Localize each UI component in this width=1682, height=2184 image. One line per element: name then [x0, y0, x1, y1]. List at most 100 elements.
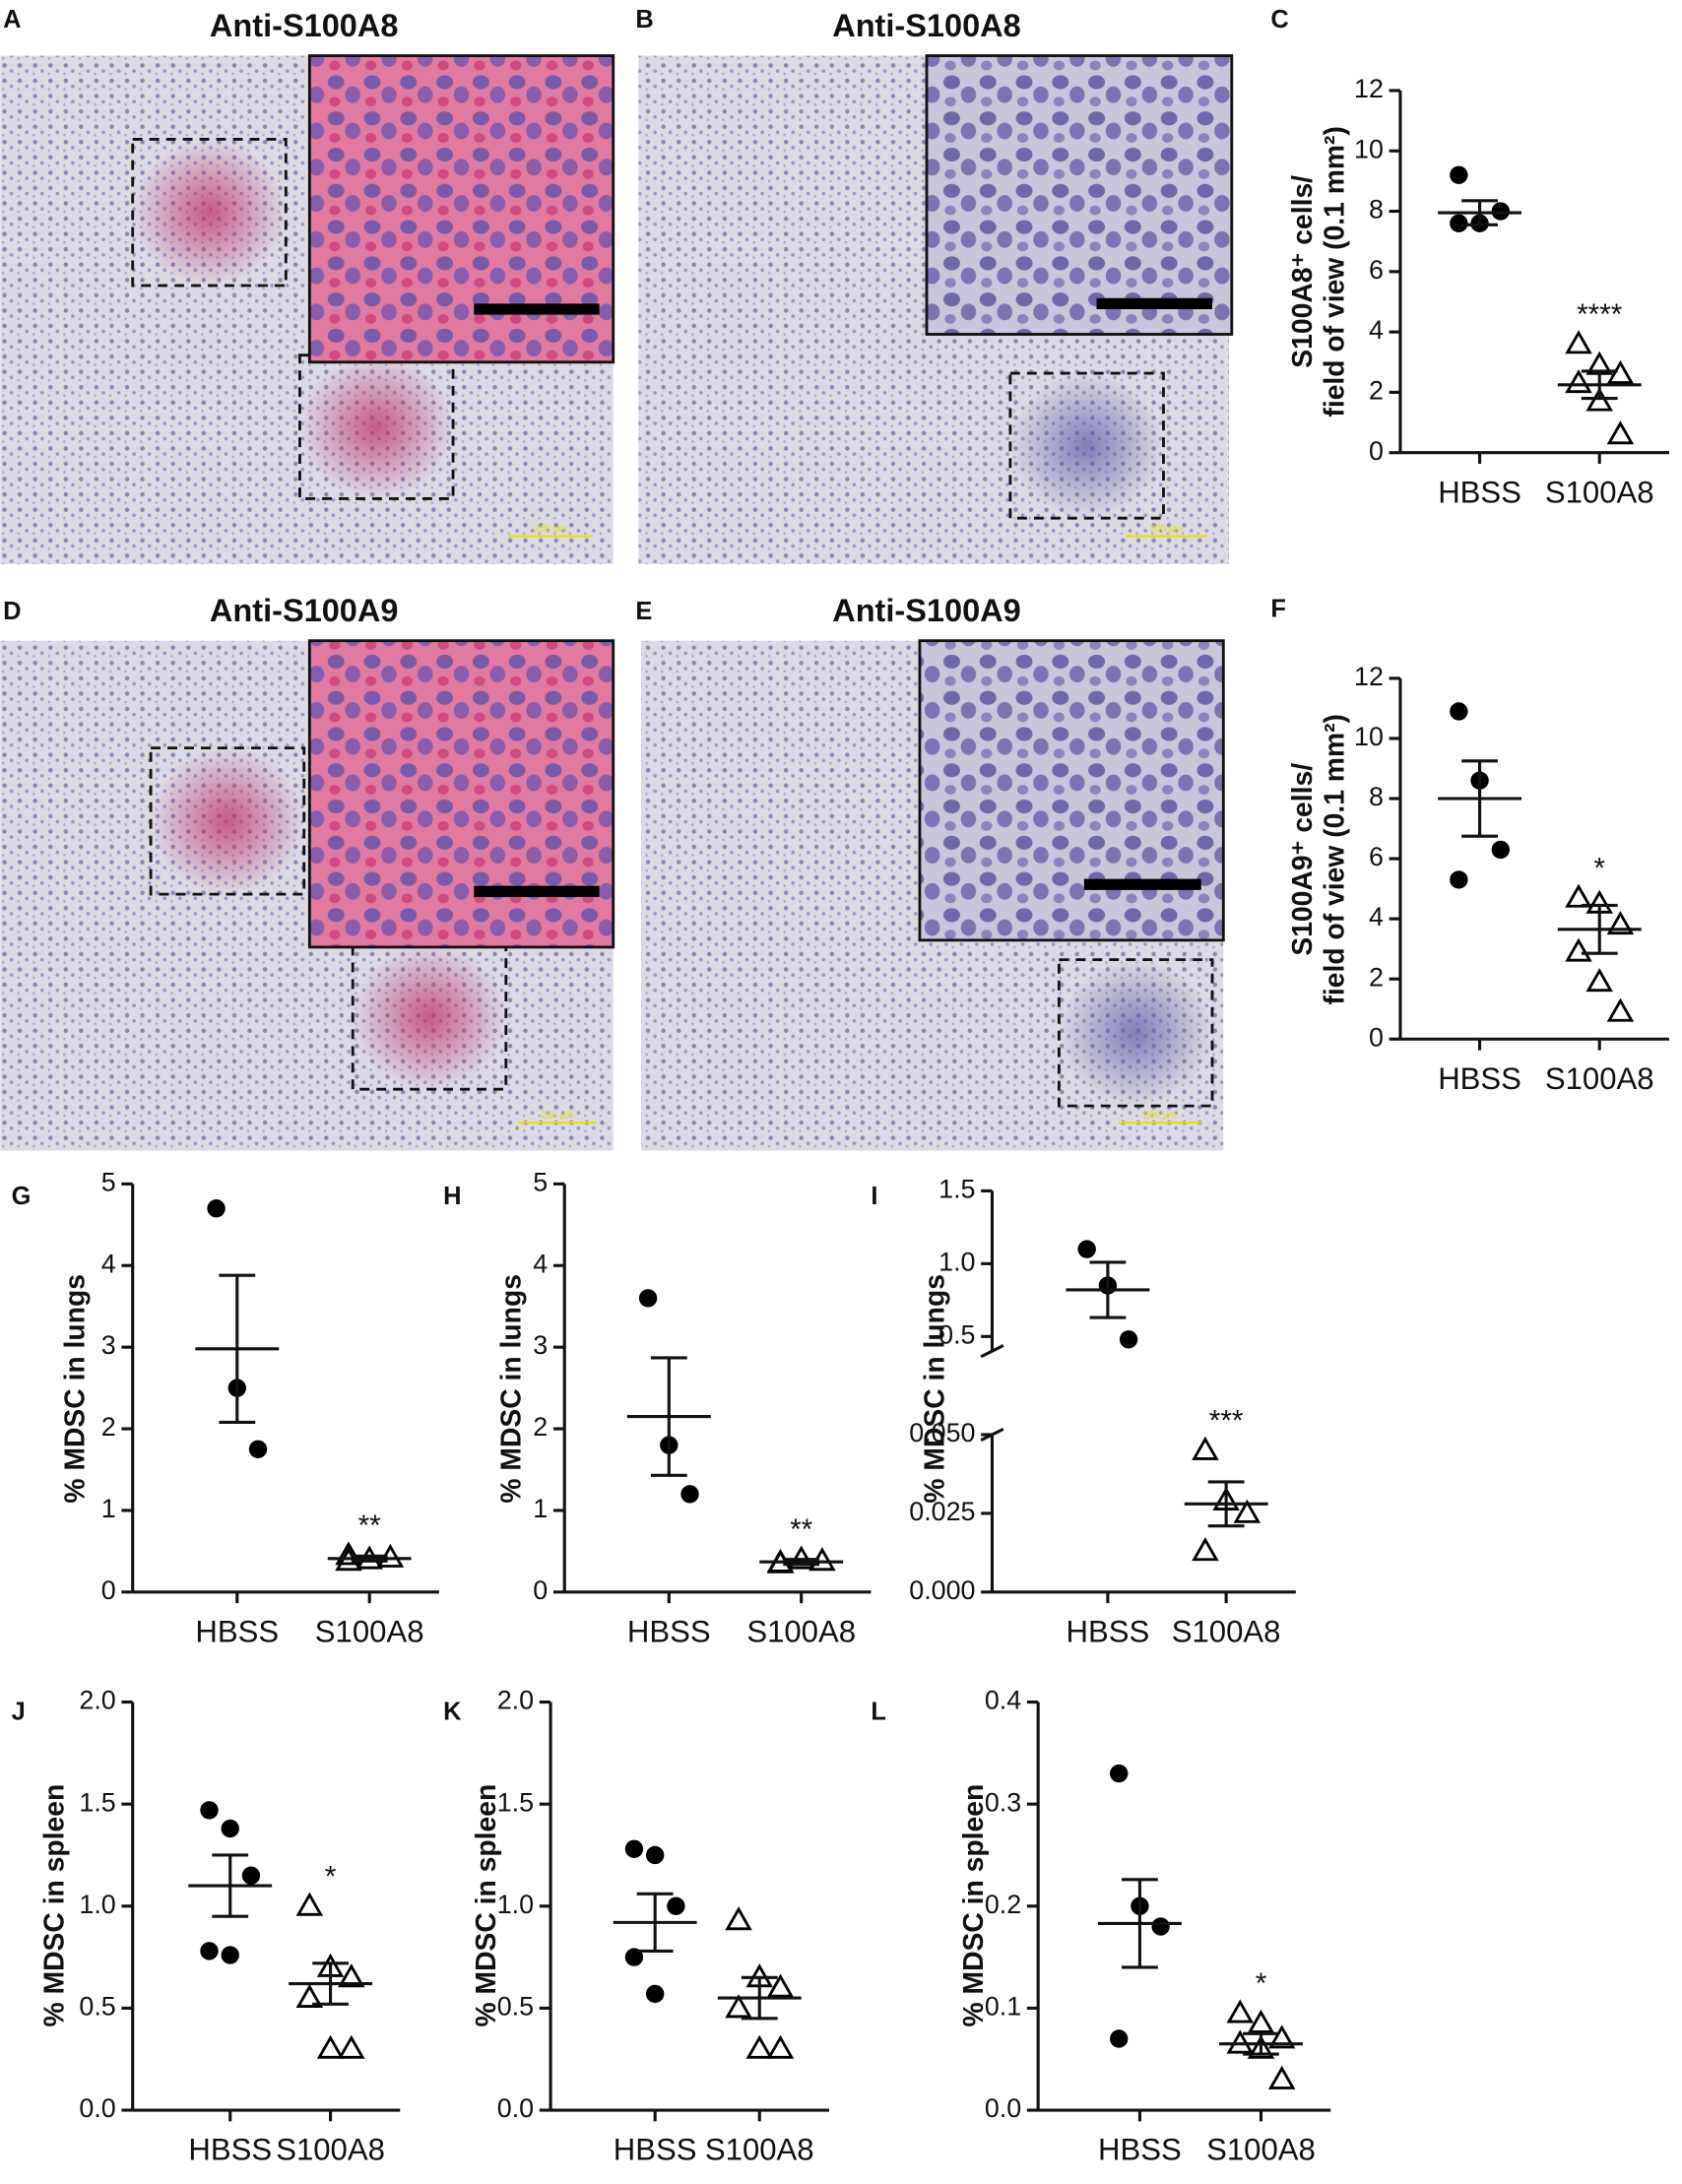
data-point: [248, 1440, 268, 1458]
data-point: [645, 1984, 665, 2004]
data-point: [766, 2034, 795, 2059]
y-tick-label: 0: [533, 1575, 548, 1605]
data-point: [1606, 911, 1635, 935]
data-point: [1192, 1436, 1219, 1460]
data-point: [1247, 2009, 1275, 2033]
zoom-box: [1057, 958, 1214, 1108]
y-tick-label: 2.0: [79, 1686, 115, 1715]
data-point: [1119, 1330, 1138, 1349]
x-tick-label: S100A8: [746, 1614, 856, 1648]
scale-bar-label: 200 μm: [534, 524, 566, 535]
panel-label: C: [1270, 6, 1288, 33]
y-tick-label: 12: [1354, 662, 1384, 691]
data-point: [766, 1973, 795, 1998]
y-tick-label: 0.5: [79, 1992, 115, 2022]
stain-region: [1059, 959, 1212, 1107]
y-tick-label: 1.5: [79, 1787, 115, 1817]
data-point: [295, 1892, 324, 1916]
data-point: [624, 1839, 644, 1858]
y-axis-label: % MDSC in lungs: [494, 1274, 526, 1504]
significance: *: [1593, 852, 1605, 884]
data-point: [680, 1485, 699, 1504]
y-tick-label: 2: [1369, 376, 1384, 406]
data-point: [1110, 2029, 1129, 2048]
panel-label: D: [3, 598, 21, 625]
data-point: [645, 1845, 665, 1865]
panel-title: Anti-S100A8: [210, 8, 399, 43]
data-point: [1450, 165, 1468, 184]
x-tick-label: HBSS: [1098, 2133, 1182, 2167]
y-tick-label: 3: [533, 1330, 548, 1360]
y-tick-label: 4: [1369, 315, 1384, 345]
inset: [307, 639, 615, 949]
panel-label: K: [443, 1699, 462, 1726]
data-point: [335, 1541, 362, 1566]
y-tick-label: 0.5: [497, 1992, 534, 2022]
x-tick-label: S100A8: [276, 2133, 385, 2167]
y-tick-label: 1.0: [79, 1890, 115, 1919]
x-tick-label: S100A8: [1206, 2133, 1316, 2167]
data-point: [1267, 2065, 1296, 2089]
significance: ****: [1577, 298, 1623, 331]
data-point: [316, 2034, 345, 2059]
data-point: [1565, 330, 1592, 354]
y-tick-label: 2: [533, 1412, 548, 1442]
significance: **: [358, 1510, 382, 1542]
panel-title: Anti-S100A8: [832, 8, 1021, 43]
scale-bar-label: 200 μm: [542, 1111, 574, 1122]
x-tick-label: HBSS: [1438, 1061, 1521, 1096]
y-tick-label: 1.0: [497, 1890, 534, 1919]
data-point: [200, 1942, 219, 1960]
data-point: [241, 1866, 261, 1885]
x-tick-label: HBSS: [188, 2133, 272, 2167]
inset: [918, 639, 1225, 942]
data-point: [1450, 870, 1468, 889]
data-point: [1110, 1764, 1129, 1783]
panel-label: A: [3, 6, 21, 33]
data-point: [1565, 369, 1592, 394]
data-point: [1077, 1240, 1096, 1258]
y-tick-label: 2.0: [497, 1686, 534, 1715]
data-point: [1565, 937, 1592, 962]
axis-break: [980, 1344, 1004, 1359]
significance: *: [1256, 1967, 1267, 2000]
data-point: [1606, 997, 1635, 1022]
scale-bar-label: 200 μm: [1150, 524, 1183, 535]
x-tick-label: HBSS: [195, 1614, 279, 1648]
y-tick-label: 6: [1369, 255, 1384, 285]
data-point: [1606, 420, 1635, 445]
x-tick-label: HBSS: [1067, 1614, 1150, 1648]
y-tick-label: 0.025: [909, 1497, 975, 1526]
data-point: [221, 1946, 239, 1964]
y-tick-label: 0.2: [985, 1890, 1021, 1919]
data-point: [338, 2034, 365, 2059]
y-tick-label: 2: [1369, 962, 1384, 992]
data-point: [1491, 840, 1510, 860]
y-tick-label: 2: [101, 1412, 116, 1442]
significance: **: [790, 1513, 813, 1546]
data-point: [207, 1199, 226, 1218]
significance: *: [325, 1860, 337, 1893]
y-axis-label: % MDSC in lungs: [918, 1274, 949, 1504]
data-point: [1606, 359, 1635, 384]
stain-region: [1009, 373, 1164, 519]
data-point: [638, 1289, 658, 1308]
data-point: [1585, 387, 1613, 412]
y-axis-label: % MDSC in spleen: [37, 1784, 69, 2027]
stain-region: [151, 747, 304, 895]
y-tick-label: 0.0: [985, 2093, 1021, 2123]
data-point: [624, 1948, 644, 1966]
data-point: [1450, 214, 1468, 232]
data-point: [1247, 2034, 1275, 2059]
y-tick-label: 8: [1369, 782, 1384, 811]
panel-label: G: [12, 1183, 32, 1210]
y-tick-label: 1.0: [938, 1247, 975, 1276]
data-point: [1233, 1499, 1262, 1523]
y-tick-label: 1.5: [938, 1175, 975, 1204]
x-tick-label: S100A8: [1545, 1061, 1654, 1096]
data-point: [745, 2034, 774, 2059]
y-axis-label: field of view (0.1 mm²): [1318, 714, 1349, 1004]
zoom-box: [131, 138, 288, 288]
y-tick-label: 0: [101, 1575, 116, 1605]
